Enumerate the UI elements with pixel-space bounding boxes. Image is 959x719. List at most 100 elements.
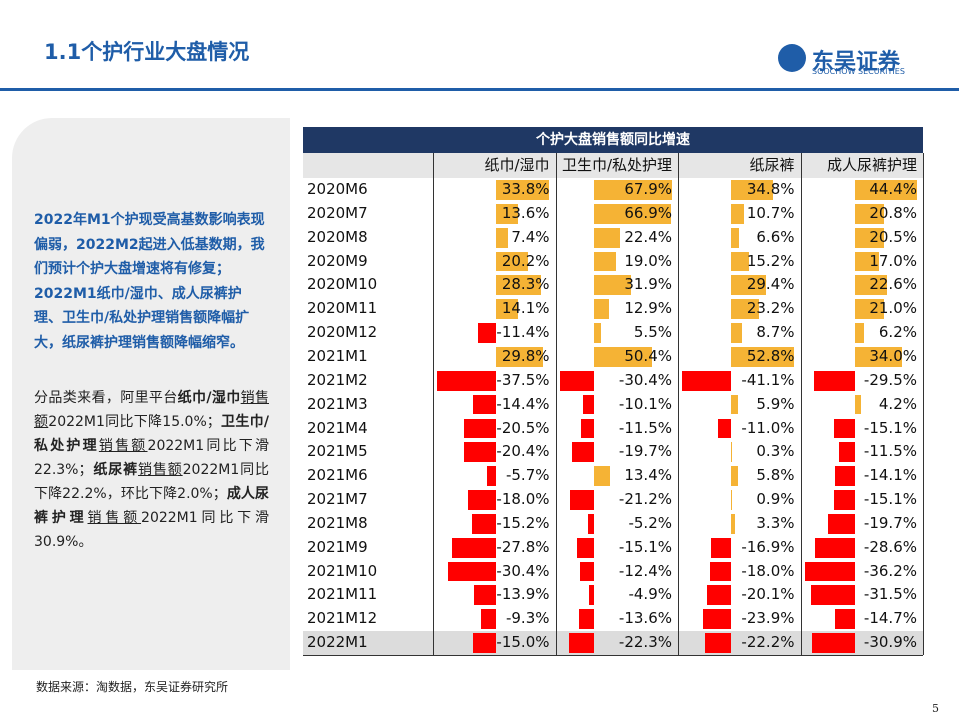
data-bar [731, 466, 739, 487]
data-bar [855, 203, 885, 224]
data-bar [838, 442, 856, 463]
data-bar [594, 275, 631, 296]
data-bar [474, 585, 497, 606]
cell-value: -5.7% [505, 466, 550, 485]
cell-value: 20.2% [501, 251, 550, 270]
cell-value: -23.9% [741, 609, 795, 628]
cell-value: 13.6% [501, 203, 550, 222]
cell-value: 10.7% [746, 203, 795, 222]
data-bar [472, 633, 497, 653]
column-divider [923, 153, 924, 655]
text: 纸尿裤 [92, 462, 138, 478]
data-bar [570, 490, 595, 510]
data-bar [834, 609, 856, 630]
data-bar [855, 180, 917, 200]
cell-value: 3.3% [756, 513, 795, 532]
cell-value: 28.3% [501, 275, 550, 294]
text: 销售额 [34, 390, 269, 430]
cell-value: -18.0% [496, 490, 550, 509]
row-label: 2021M3 [307, 394, 368, 413]
row-label: 2021M6 [307, 466, 368, 485]
cell-value: -14.4% [496, 394, 550, 413]
table-title: 个护大盘销售额同比增速 [536, 132, 690, 148]
data-bar [496, 251, 529, 272]
data-bar [580, 561, 595, 582]
data-bar [710, 537, 732, 558]
cell-value: 31.9% [624, 275, 672, 294]
cell-value: -41.1% [741, 370, 795, 389]
cell-value: -16.9% [741, 537, 795, 556]
data-bar [588, 513, 595, 534]
data-bar [855, 227, 884, 248]
row-label: 2020M10 [307, 275, 378, 294]
cell-value: 19.0% [624, 251, 672, 270]
cell-value: -9.3% [505, 609, 550, 628]
cell-value: 12.9% [624, 299, 672, 318]
row-label: 2021M10 [307, 561, 378, 580]
cell-value: 7.4% [511, 227, 550, 246]
row-label: 2020M11 [307, 299, 378, 318]
data-bar [731, 513, 736, 534]
data-bar [496, 227, 508, 248]
data-bar [731, 323, 742, 343]
data-bar [594, 299, 610, 320]
text: 卫生巾/私处护理 [34, 414, 269, 454]
cell-value: 5.8% [756, 466, 795, 485]
logo-subtext: SOOCHOW SECURITIES [812, 67, 905, 76]
data-bar [467, 490, 497, 510]
data-bar [594, 346, 652, 367]
data-bar [833, 490, 855, 510]
row-label: 2022M1 [307, 633, 368, 652]
data-bar [487, 466, 497, 487]
cell-value: 0.9% [756, 490, 795, 509]
data-bar [496, 180, 550, 200]
cell-value: -13.9% [496, 585, 550, 604]
data-bar [682, 370, 732, 391]
cell-value: -22.2% [741, 633, 795, 652]
data-bar [568, 633, 595, 653]
cell-value: -10.1% [618, 394, 672, 413]
cell-value: 17.0% [869, 251, 917, 270]
row-label: 2021M4 [307, 418, 368, 437]
cell-value: 52.8% [746, 346, 795, 365]
cell-value: -19.7% [863, 513, 917, 532]
cell-value: -15.1% [863, 418, 917, 437]
text: 2022M1同比下降22.2%，环比下降2.0%； [34, 462, 270, 502]
slide-title: 1.1个护行业大盘情况 [44, 40, 250, 64]
data-bar [704, 633, 732, 653]
table-bottom [303, 655, 923, 656]
cell-value: 15.2% [746, 251, 795, 270]
data-bar [827, 513, 855, 534]
cell-value: -11.5% [863, 442, 917, 461]
data-bar [577, 537, 595, 558]
data-bar [588, 585, 595, 606]
data-bar [815, 537, 855, 558]
row-label: 2020M6 [307, 180, 368, 198]
text: 成人尿裤护理 [34, 486, 270, 526]
cell-value: -30.9% [863, 633, 917, 652]
cell-value: -21.2% [618, 490, 672, 509]
data-bar [581, 418, 595, 439]
data-bar [718, 418, 732, 439]
row-label: 2021M8 [307, 513, 368, 532]
cell-value: 29.8% [501, 346, 550, 365]
cell-value: 22.4% [624, 227, 672, 246]
data-bar [496, 203, 518, 224]
row-label: 2020M9 [307, 251, 368, 270]
cell-value: 6.6% [756, 227, 795, 246]
cell-value: 20.5% [869, 227, 917, 246]
cell-value: -20.5% [496, 418, 550, 437]
text: 分品类来看，阿里平台 [34, 390, 178, 406]
row-label: 2020M7 [307, 203, 368, 222]
data-bar [731, 490, 733, 510]
row-label: 2021M1 [307, 346, 368, 365]
data-bar [833, 418, 855, 439]
data-bar [594, 251, 617, 272]
data-bar [835, 466, 856, 487]
cell-value: 34.0% [869, 346, 917, 365]
cell-value: -36.2% [863, 561, 917, 580]
data-bar [594, 203, 671, 224]
logo-text: 东吴证券 [812, 50, 901, 75]
row-label: 2021M2 [307, 370, 368, 389]
